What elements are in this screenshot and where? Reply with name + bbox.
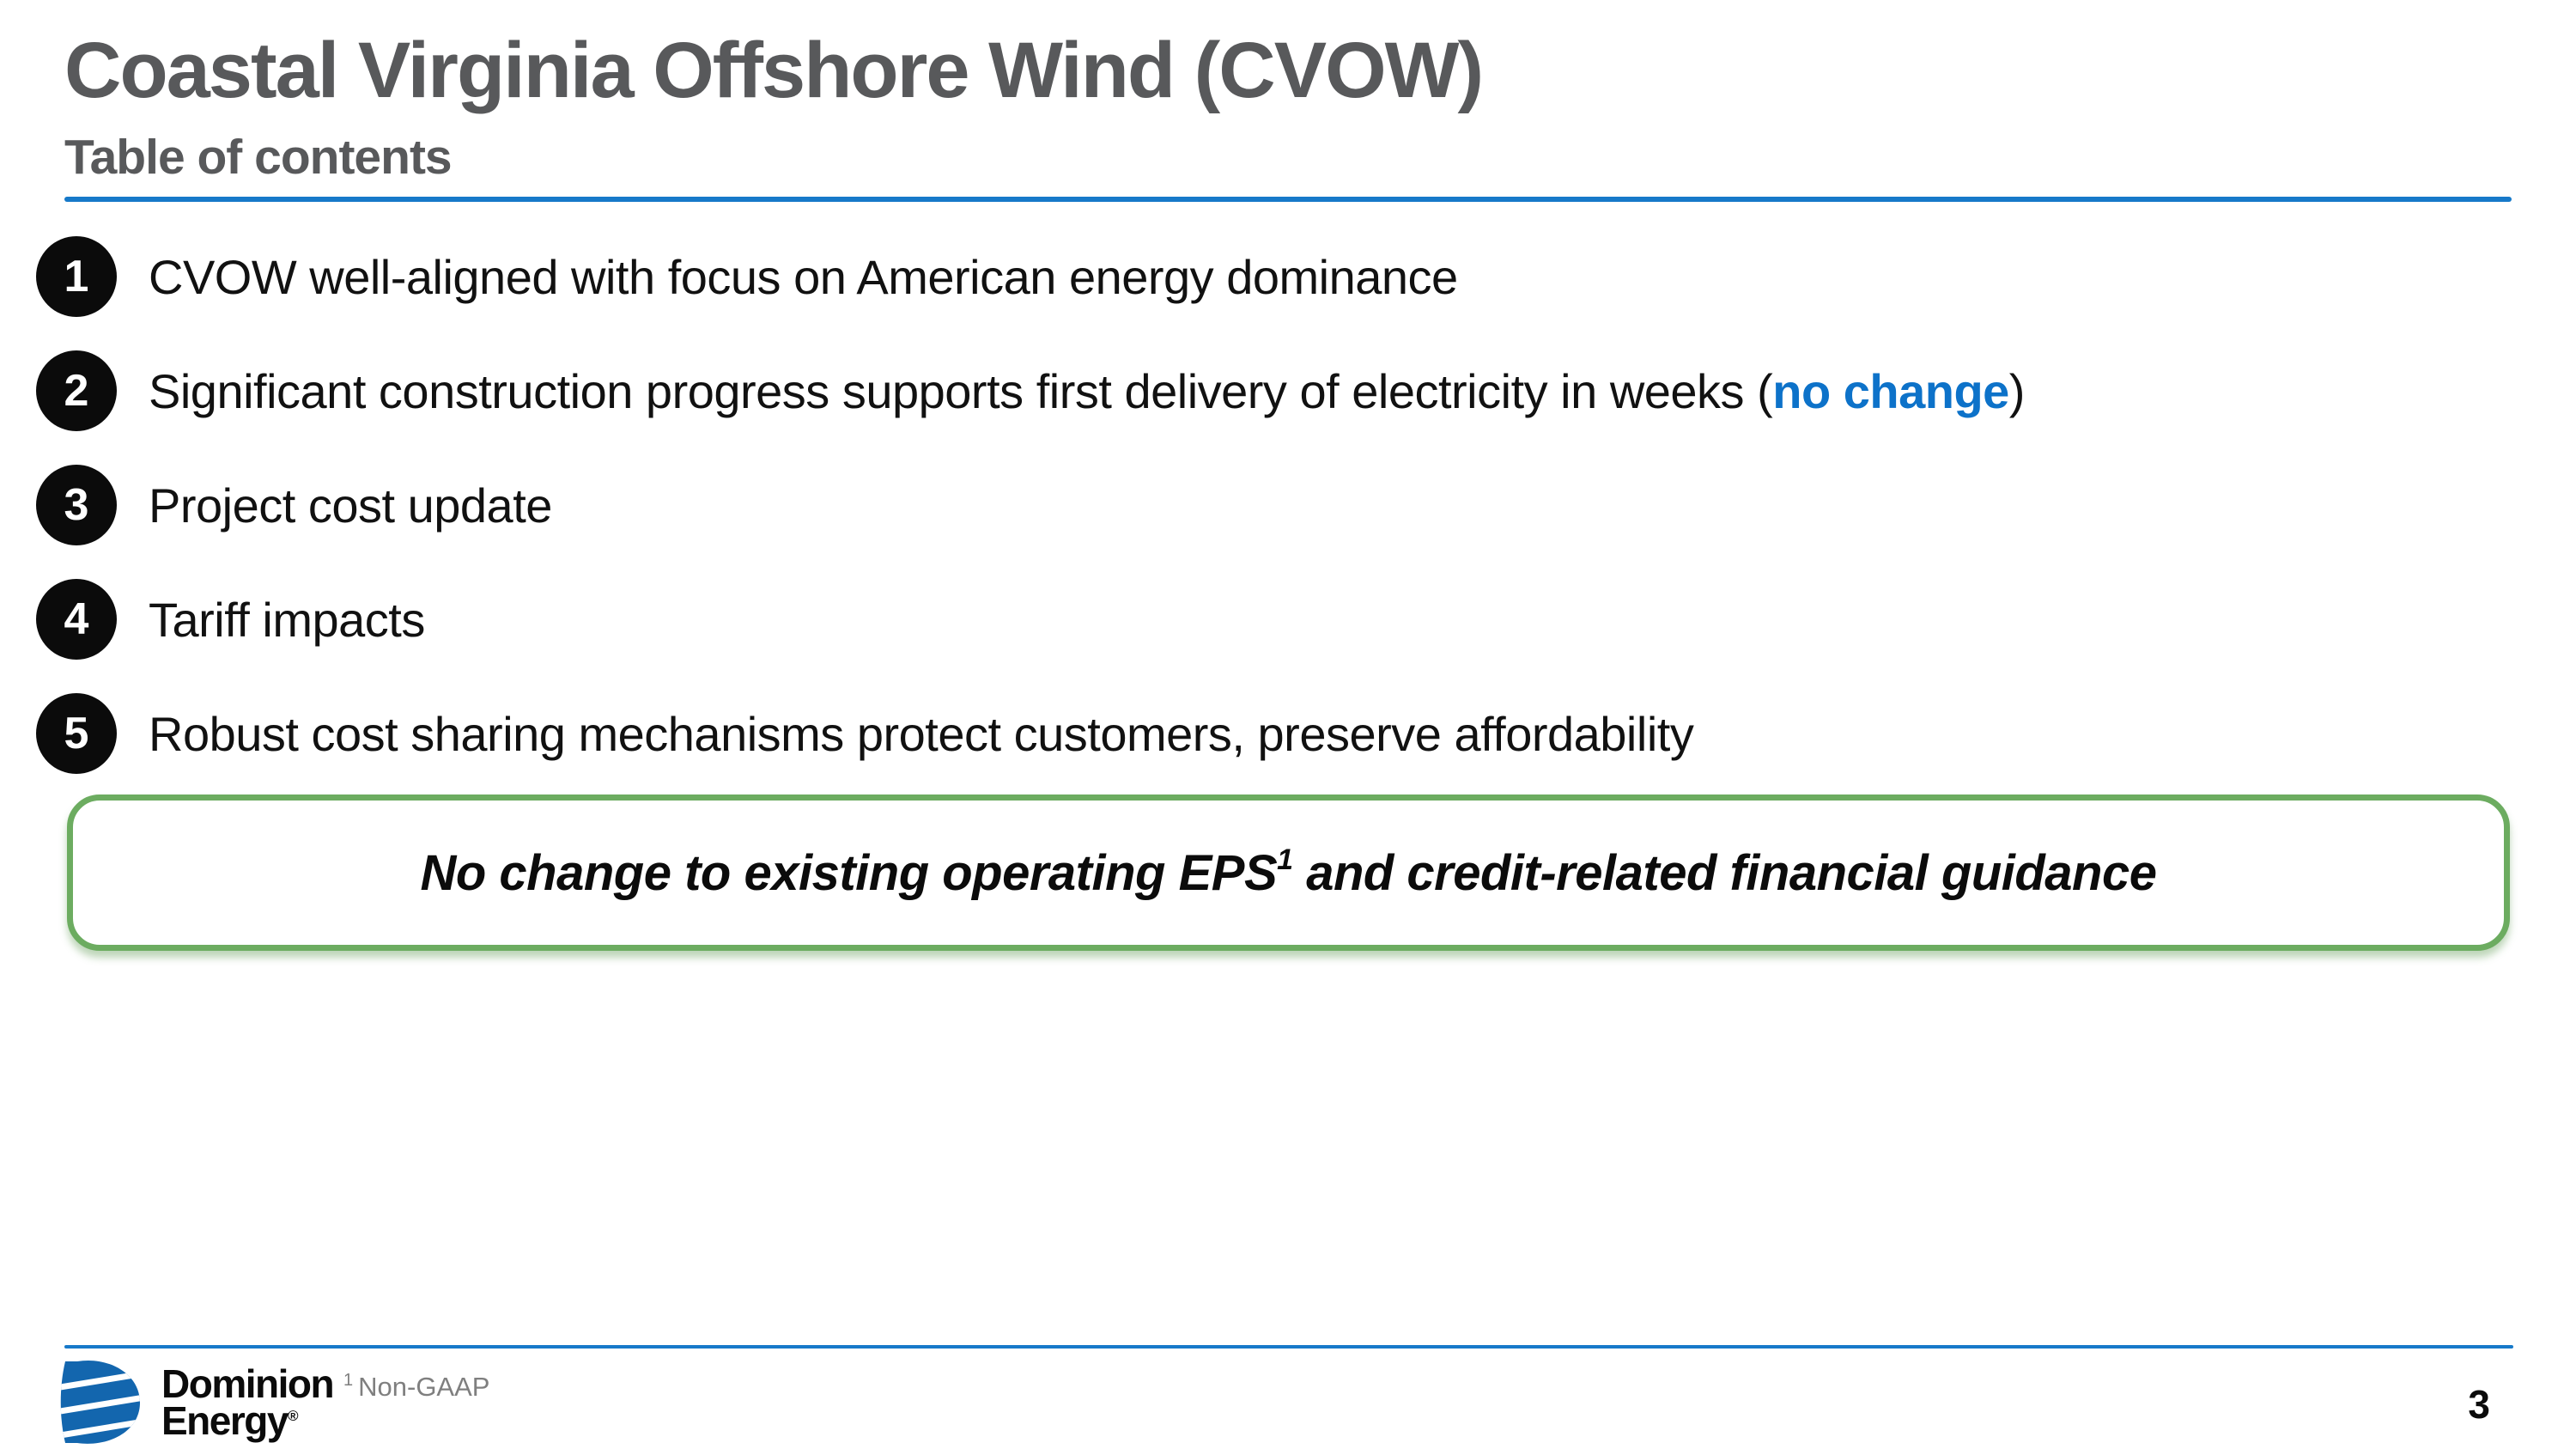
callout-text-post: and credit-related financial guidance	[1292, 845, 2157, 901]
footnote-text: Non-GAAP	[358, 1372, 490, 1402]
toc-item-text: Significant construction progress suppor…	[149, 363, 2025, 419]
toc-item-highlight: no change	[1772, 363, 2009, 418]
toc-item: 2 Significant construction progress supp…	[36, 350, 2526, 431]
item-number-badge: 1	[36, 236, 117, 317]
toc-item-text: Project cost update	[149, 478, 552, 533]
guidance-callout: No change to existing operating EPS1 and…	[67, 795, 2510, 951]
logo-line-2: Energy®	[161, 1401, 333, 1440]
page-title: Coastal Virginia Offshore Wind (CVOW)	[64, 27, 1484, 114]
logo-line-1: Dominion	[161, 1361, 335, 1406]
toc-item-text-post: )	[2008, 363, 2026, 418]
toc-item-text-pre: Significant construction progress suppor…	[149, 363, 1773, 418]
page-number: 3	[2468, 1382, 2490, 1427]
footer-divider	[64, 1345, 2513, 1349]
toc-item-text-pre: CVOW well-aligned with focus on American…	[149, 249, 1458, 304]
callout-text-pre: No change to existing operating EPS	[420, 845, 1278, 901]
toc-item-text-pre: Project cost update	[149, 478, 552, 533]
item-number-badge: 5	[36, 693, 117, 774]
dominion-d-mark-icon	[60, 1360, 140, 1444]
toc-item-text: Robust cost sharing mechanisms protect c…	[149, 706, 1694, 762]
page-subtitle: Table of contents	[64, 130, 453, 185]
toc-item-text-pre: Tariff impacts	[149, 592, 425, 647]
toc-item: 4 Tariff impacts	[36, 579, 2526, 660]
toc-item: 3 Project cost update	[36, 465, 2526, 545]
item-number-badge: 3	[36, 465, 117, 545]
item-number-badge: 2	[36, 350, 117, 431]
toc-item-text-pre: Robust cost sharing mechanisms protect c…	[149, 706, 1694, 761]
dominion-energy-logo: Dominion Energy®	[57, 1359, 335, 1445]
logo-line-2-text: Energy	[161, 1397, 289, 1443]
toc-item: 1 CVOW well-aligned with focus on Americ…	[36, 236, 2526, 317]
dominion-energy-wordmark: Dominion Energy®	[161, 1361, 335, 1445]
item-number-badge: 4	[36, 579, 117, 660]
callout-footnote-marker: 1	[1277, 843, 1293, 876]
registered-mark: ®	[287, 1407, 299, 1424]
guidance-callout-text: No change to existing operating EPS1 and…	[421, 843, 2157, 902]
footnote-marker: 1	[343, 1371, 354, 1390]
header-divider	[64, 197, 2512, 202]
toc-list: 1 CVOW well-aligned with focus on Americ…	[36, 236, 2526, 807]
toc-item-text: Tariff impacts	[149, 592, 425, 648]
footnote: 1 Non-GAAP	[343, 1371, 489, 1403]
toc-item-text: CVOW well-aligned with focus on American…	[149, 249, 1458, 305]
toc-item: 5 Robust cost sharing mechanisms protect…	[36, 693, 2526, 774]
